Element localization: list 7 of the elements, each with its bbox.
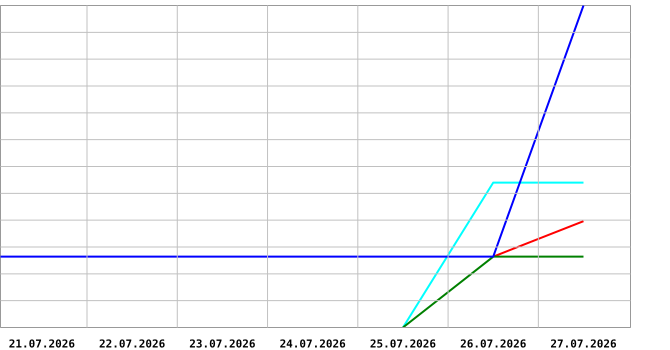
x-tick-label: 25.07.2026 (370, 338, 436, 350)
x-tick-label: 23.07.2026 (189, 338, 256, 350)
x-tick-label: 22.07.2026 (99, 338, 166, 350)
x-tick-label: 26.07.2026 (460, 338, 527, 350)
x-tick-label: 24.07.2026 (280, 338, 346, 350)
x-tick-label: 21.07.2026 (8, 338, 76, 350)
x-tick-label: 27.07.2026 (550, 338, 617, 350)
